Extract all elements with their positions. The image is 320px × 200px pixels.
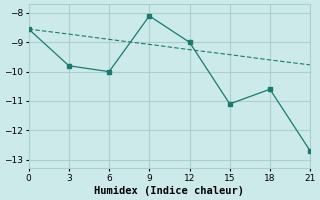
- X-axis label: Humidex (Indice chaleur): Humidex (Indice chaleur): [94, 186, 244, 196]
